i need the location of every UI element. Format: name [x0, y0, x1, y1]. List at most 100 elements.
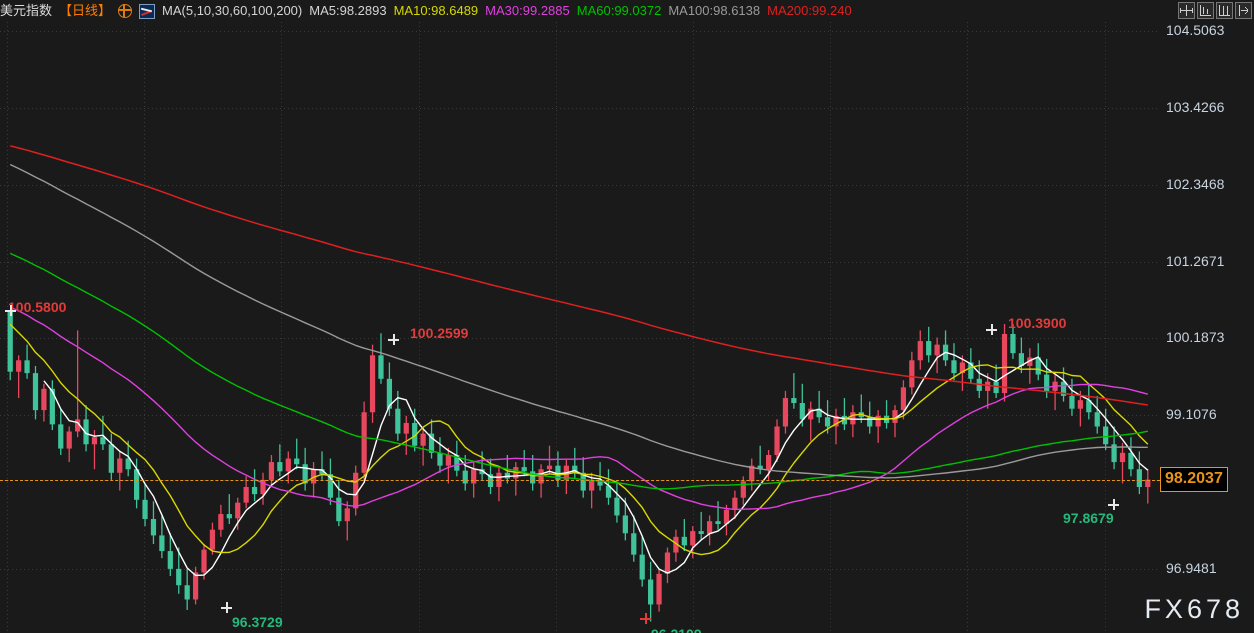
ma100-line [9, 163, 1148, 479]
candle-body [546, 465, 553, 470]
price-tick-label: 104.5063 [1166, 22, 1225, 38]
ma-config-label: MA(5,10,30,60,100,200) [162, 3, 303, 18]
ma100-value: MA100:98.6138 [668, 3, 761, 18]
gridline-h [0, 338, 1160, 339]
ma30-value: MA30:99.2885 [485, 3, 570, 18]
gridline-v [419, 22, 420, 633]
candle-body [462, 470, 468, 484]
zoom-in-button[interactable] [1216, 2, 1233, 19]
candle-body [437, 452, 443, 466]
candle-body [1010, 333, 1016, 354]
price-axis[interactable]: 104.5063 103.4266 102.3468 101.2671 100.1873… [1160, 22, 1254, 633]
shift-right-button[interactable] [1235, 2, 1252, 19]
candle-body [268, 462, 275, 480]
candle-body [850, 412, 856, 425]
candle-body [909, 360, 915, 388]
candle-body [319, 469, 325, 475]
candle-body [142, 499, 148, 520]
candle-body [875, 415, 881, 427]
moving-average-lines [9, 145, 1149, 577]
candle-body [723, 509, 730, 525]
crosshair-move-button[interactable] [1178, 2, 1195, 19]
candle-body [1136, 469, 1142, 488]
high-label-1-marker [5, 305, 16, 316]
low-label-2: 96.2109 [651, 626, 702, 633]
ma30-line [9, 306, 1148, 511]
gridline-v [281, 22, 282, 633]
candle-body [83, 419, 89, 445]
low-label-2-marker [640, 613, 651, 624]
candle-body [1094, 412, 1100, 427]
candle-body [589, 479, 595, 491]
candle-body [201, 549, 207, 573]
candle-body [951, 360, 957, 374]
line-chart-icon[interactable] [139, 3, 156, 19]
candle-body [867, 417, 873, 427]
candle-body [1044, 374, 1050, 391]
gridline-h [0, 262, 1160, 263]
candle-body [58, 424, 64, 449]
candle-body [1077, 400, 1083, 409]
candle-body [66, 431, 72, 449]
candle-body [1035, 357, 1041, 375]
candlestick-series [7, 310, 1151, 622]
candle-body [479, 469, 485, 475]
candle-body [294, 458, 300, 465]
candle-body [310, 469, 317, 484]
gridline-v [967, 22, 968, 633]
fx678-watermark: FX678 [1144, 594, 1244, 624]
high-label-3: 100.3900 [1008, 315, 1067, 331]
period-label: 【日线】 [59, 3, 112, 18]
candle-body [403, 422, 409, 434]
candle-body [597, 479, 603, 486]
candle-body [538, 469, 544, 484]
ma200-value: MA200:99.240 [767, 3, 852, 18]
candle-body [7, 310, 13, 372]
candle-body [791, 398, 797, 404]
candle-body [572, 465, 578, 473]
candle-body [361, 412, 367, 473]
candle-body [378, 355, 384, 379]
candle-body [176, 568, 182, 586]
candle-body [285, 458, 291, 472]
price-tick-label: 96.9481 [1166, 560, 1217, 576]
candle-body [243, 487, 249, 503]
ma60-value: MA60:99.0372 [576, 3, 662, 18]
gridline-h [0, 108, 1160, 109]
ma5-value: MA5:98.2893 [309, 3, 387, 18]
candle-body [749, 465, 755, 482]
last-price-badge: 98.2037 [1160, 466, 1228, 492]
zoom-out-button[interactable] [1197, 2, 1214, 19]
candle-body [732, 497, 738, 510]
candle-body [968, 362, 974, 379]
candle-body [226, 514, 232, 519]
price-tick-label: 102.3468 [1166, 175, 1225, 192]
candle-body [985, 381, 991, 391]
low-label-1: 96.3729 [232, 614, 283, 630]
crosshair-circle-icon[interactable] [117, 3, 133, 18]
gridline-h [0, 31, 1160, 32]
chart-plot-area[interactable]: 100.5800 100.2599 100.3900 96.3729 96.2109 97… [0, 22, 1160, 633]
candle-body [487, 474, 494, 488]
chart-header: 美元指数 【日线】 MA(5,10,30,60,100,200) MA5:98.… [0, 0, 1254, 22]
gridline-v [556, 22, 557, 633]
candle-body [664, 552, 671, 574]
candle-body [251, 487, 258, 495]
candle-body [1018, 353, 1025, 366]
candle-body [698, 531, 704, 534]
ma10-value: MA10:98.6489 [393, 3, 479, 18]
candle-body [420, 433, 426, 446]
price-tick-label: 101.2671 [1166, 252, 1225, 269]
candle-body [1027, 357, 1033, 366]
candle-body [1119, 452, 1126, 463]
candle-body [715, 521, 721, 525]
price-tick-label: 103.4266 [1166, 98, 1225, 115]
price-tick-label: 100.1873 [1166, 329, 1225, 346]
low-label-3-marker [1108, 499, 1119, 510]
candle-body [302, 464, 308, 484]
candle-body [816, 408, 822, 418]
candle-body [799, 403, 805, 420]
candle-body [75, 419, 81, 432]
candle-body [673, 536, 679, 553]
candle-body [690, 531, 696, 546]
